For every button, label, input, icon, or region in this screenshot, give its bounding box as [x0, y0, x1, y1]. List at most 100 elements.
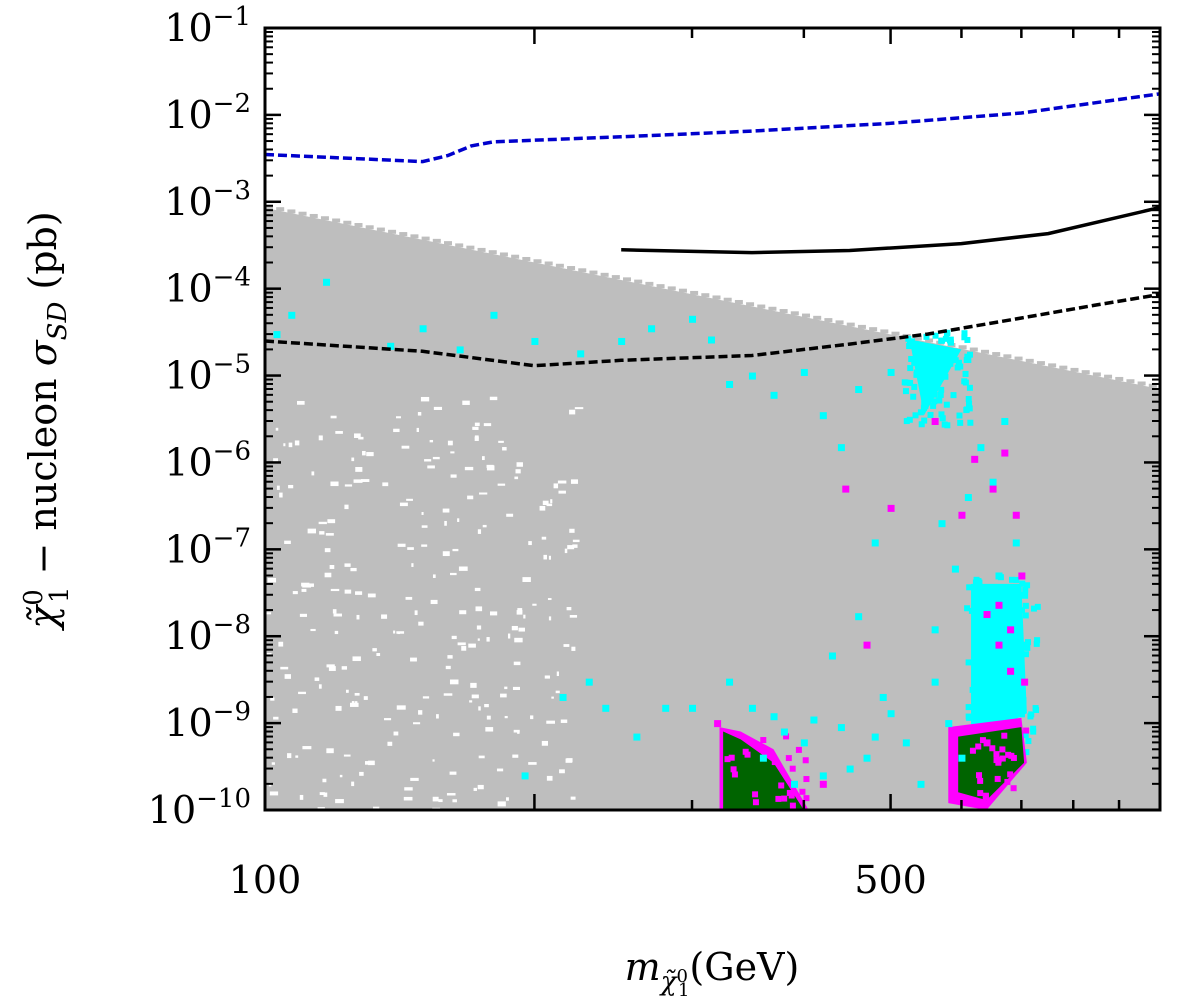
magenta-point [863, 641, 871, 649]
cyan-point [919, 370, 926, 377]
gap-mark [418, 621, 424, 626]
cyan-point [1030, 725, 1037, 732]
cyan-point [810, 716, 818, 724]
cyan-point [934, 350, 941, 357]
gap-mark [395, 416, 402, 419]
gap-mark [474, 422, 480, 427]
boundary-step [958, 345, 967, 350]
boundary-step [343, 220, 352, 225]
gap-mark [548, 555, 551, 560]
cyan-point [983, 641, 991, 649]
magenta-point [1007, 771, 1014, 778]
gap-mark [530, 715, 534, 720]
boundary-step [1025, 358, 1034, 363]
cyan-point [917, 409, 924, 416]
cyan-point [689, 704, 697, 712]
gap-mark [322, 778, 327, 783]
gap-mark [363, 696, 368, 700]
gap-mark [483, 423, 492, 427]
gap-mark [403, 796, 413, 801]
gap-mark [452, 799, 457, 803]
cyan-point [1024, 639, 1031, 646]
gap-mark [445, 665, 451, 670]
gap-mark [413, 722, 421, 725]
gap-mark [477, 529, 482, 534]
magenta-point [803, 795, 810, 802]
magenta-point [1018, 572, 1026, 580]
cyan-point [971, 670, 978, 677]
gap-mark [273, 716, 279, 720]
gap-mark [335, 431, 343, 434]
gap-mark [541, 536, 547, 540]
cyan-point [1011, 660, 1018, 667]
gap-mark [280, 666, 289, 670]
gap-mark [506, 797, 509, 801]
cyan-point [913, 341, 920, 348]
gap-mark [477, 784, 484, 790]
cyan-point [1021, 591, 1029, 599]
gap-mark [421, 525, 428, 528]
boundary-step [332, 218, 341, 223]
gap-mark [432, 574, 436, 578]
cyan-point [879, 693, 887, 701]
cyan-point [967, 419, 974, 426]
gap-mark [309, 583, 314, 587]
magenta-point [958, 511, 966, 519]
boundary-step [455, 243, 464, 248]
gap-mark [553, 483, 559, 489]
boundary-step [265, 204, 273, 209]
cyan-point [963, 357, 970, 364]
cyan-point [925, 388, 932, 395]
cyan-point [521, 772, 529, 780]
gap-mark [550, 499, 553, 504]
gap-mark [335, 799, 344, 804]
boundary-step [276, 207, 285, 212]
gap-mark [302, 746, 312, 750]
cyan-point [976, 579, 983, 586]
gap-mark [330, 415, 337, 419]
cyan-point [902, 388, 909, 395]
boundary-step [544, 261, 553, 266]
cyan-point [1018, 641, 1026, 649]
cyan-point [972, 698, 979, 705]
gap-mark [438, 799, 443, 803]
cyan-point [908, 355, 915, 362]
gap-mark [416, 427, 419, 433]
gap-mark [449, 572, 457, 576]
gap-mark [442, 551, 450, 557]
gap-mark [414, 610, 418, 616]
boundary-step [444, 241, 452, 246]
gap-mark [485, 727, 494, 732]
boundary-step [757, 304, 766, 309]
boundary-step [354, 223, 363, 228]
gap-mark [265, 612, 272, 615]
magenta-point [982, 794, 989, 801]
cyan-point [972, 579, 979, 586]
magenta-point [977, 777, 984, 784]
gap-mark [514, 637, 523, 643]
gap-mark [421, 544, 428, 547]
gap-mark [474, 587, 481, 592]
gap-mark [478, 706, 481, 711]
gap-mark [344, 589, 352, 594]
gap-mark [502, 447, 507, 451]
gap-mark [360, 479, 370, 483]
boundary-step [846, 322, 855, 327]
gap-mark [421, 512, 424, 515]
cyan-point [989, 685, 997, 693]
gap-mark [566, 606, 572, 611]
gap-mark [447, 655, 453, 659]
gap-mark [500, 693, 507, 698]
cyan-point [957, 363, 964, 370]
gap-mark [457, 642, 466, 646]
gap-mark [567, 545, 575, 550]
boundary-step [802, 313, 810, 318]
gap-mark [564, 548, 568, 554]
gap-mark [542, 500, 549, 506]
cyan-point [963, 406, 970, 413]
boundary-step [376, 227, 385, 232]
cyan-point [1027, 713, 1034, 720]
cyan-point [962, 379, 969, 386]
boundary-step [1048, 363, 1057, 368]
cyan-point [956, 412, 963, 419]
